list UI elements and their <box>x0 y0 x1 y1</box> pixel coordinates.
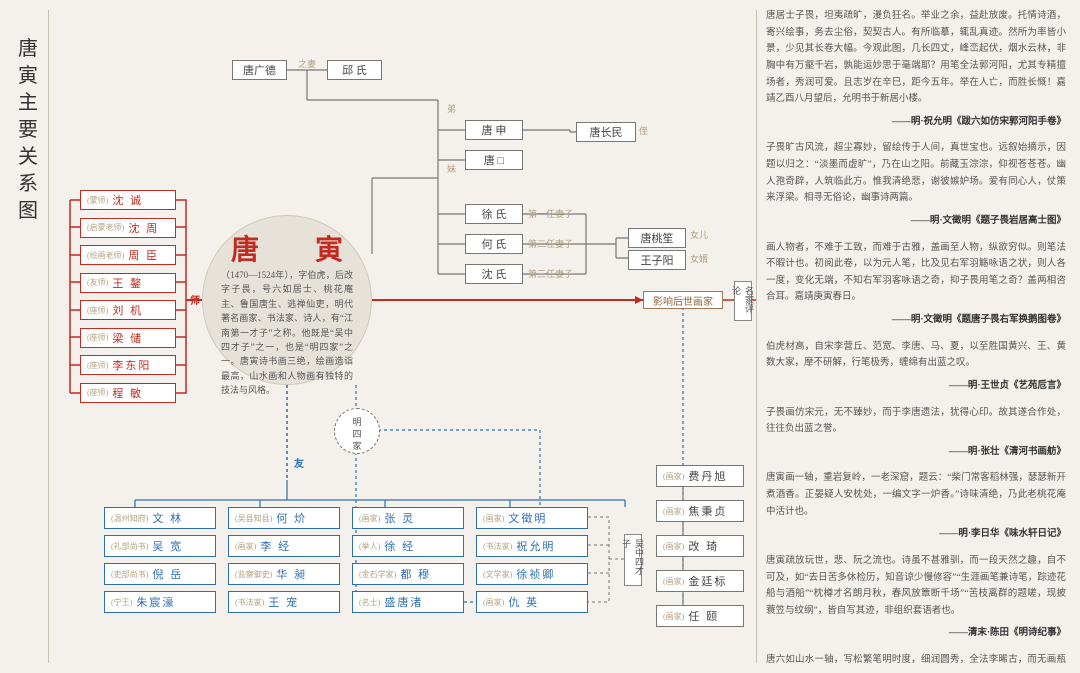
node-teacher: (座师)梁 储 <box>80 328 176 348</box>
tag-wife: 第二任妻子 <box>528 237 573 250</box>
node-friend: (文学家)徐祯卿 <box>476 563 588 585</box>
commentary-signature: ——明·文徵明《题子畏岩居高士图》 <box>766 213 1066 230</box>
node-mother: 邱 氏 <box>327 60 382 80</box>
node-friend: (宁王)朱宸濠 <box>104 591 216 613</box>
node-later-painter: (画家)改 琦 <box>656 535 744 557</box>
commentary-paragraph: 唐六如山水一轴，写松繁笔明时度，细润圆秀，全法李晞古，而无画瓶习气，精谨之至，无… <box>766 652 1066 665</box>
tag-wife: 第一任妻子 <box>528 207 573 220</box>
node-brother: 唐 申 <box>465 120 523 140</box>
tag-wife: 第三任妻子 <box>528 267 573 280</box>
commentary-paragraph: 子畏画仿宋元，无不臻妙，而于李唐遗法，犹得心印。故其遂合作处，往往负出蓝之誉。 <box>766 405 1066 438</box>
commentary-paragraph: 伯虎材高，自宋李营丘、范宽、李唐、马、夏，以至胜国黄兴、王、黄数大家，摩不研解，… <box>766 339 1066 372</box>
rightcol-divider-line <box>756 10 757 663</box>
node-friend: (画家)张 灵 <box>352 507 464 529</box>
node-father: 唐广德 <box>232 60 287 80</box>
node-nephew: 唐长民 <box>576 122 636 142</box>
subject-circle: 唐 寅 （1470—1524年），字伯虎，后改字子畏，号六如居士、桃花庵主、鲁国… <box>202 215 372 385</box>
node-friend: (金石学家)都 穆 <box>352 563 464 585</box>
commentary-paragraph: 画人物者，不难于工致，而难于古雅，盖画至人物，纵欲穷似。则笔法不暇计也。初阅此卷… <box>766 240 1066 307</box>
commentary-signature: ——清末·陈田《明诗纪事》 <box>766 625 1066 642</box>
node-four-talents-label: 吴中四才子 <box>624 534 642 586</box>
tag-father: 之妻 <box>298 57 316 70</box>
node-friend: (书法家)王 宠 <box>228 591 340 613</box>
subject-name: 唐 寅 <box>203 228 371 268</box>
node-friend: (礼部尚书)吴 宽 <box>104 535 216 557</box>
commentary-paragraph: 唐寅画一轴，重岩复岭，一老深窟，题云：“柴门常客稻林强，瑟瑟新开煮酒香。正晏疑人… <box>766 470 1066 520</box>
page-title: 唐寅主要关系图 <box>18 36 40 225</box>
title-divider-line <box>48 10 49 663</box>
node-friend: (吴县知县)何 炌 <box>228 507 340 529</box>
node-friend: (画家)仇 英 <box>476 591 588 613</box>
node-later-painter: (画家)焦秉贞 <box>656 500 744 522</box>
tag-nephew: 侄 <box>639 124 648 137</box>
node-influence: 影响后世画家 <box>643 291 723 309</box>
node-friend: (监察御史)华 昶 <box>228 563 340 585</box>
node-wife: 沈 氏 <box>465 264 523 284</box>
commentary-signature: ——明·张壮《清河书画舫》 <box>766 444 1066 461</box>
node-friend: (名士)盛唐渚 <box>352 591 464 613</box>
node-friend: (画家)文徵明 <box>476 507 588 529</box>
tag: 弟 <box>447 102 456 115</box>
commentary-paragraph: 唐寅疏放玩世，悲、阮之流也。诗虽不甚雅驯，而一段天然之趣，自不可及，如“去日苦多… <box>766 553 1066 620</box>
node-wife: 何 氏 <box>465 234 523 254</box>
commentary-column: 唐居士子畏，坦夷疏旷，漫负狂名。举业之余，益赴放废。托情诗酒，寄兴绘事，务去尘俗… <box>766 8 1066 665</box>
commentary-signature: ——明·文徵明《题唐子畏右军换鹅图卷》 <box>766 312 1066 329</box>
node-friend: (吏部尚书)倪 岳 <box>104 563 216 585</box>
tag: 女婿 <box>690 252 708 265</box>
tag: 女儿 <box>690 228 708 241</box>
node-later-painter: (画家)任 颐 <box>656 605 744 627</box>
node-teacher: (座师)刘 机 <box>80 300 176 320</box>
node-soninlaw: 王子阳 <box>628 250 686 270</box>
node-wife: 徐 氏 <box>465 204 523 224</box>
node-later-painter: (画家)金廷标 <box>656 570 744 592</box>
node-teacher: (蒙师)沈 诚 <box>80 190 176 210</box>
label-friend: 友 <box>294 455 304 470</box>
commentary-paragraph: 子畏旷古风流，超尘寡妙，留绘传于人间，真世宝也。远叙始摘示，因题以归之：“淡墨而… <box>766 140 1066 207</box>
node-sister: 唐 □ <box>465 150 523 170</box>
node-teacher: (座师)李东阳 <box>80 355 176 375</box>
node-later-painter: (画家)费丹旭 <box>656 465 744 487</box>
node-teacher: (绘画老师)周 臣 <box>80 245 176 265</box>
mingsi-circle: 明 四 家 <box>334 408 380 454</box>
node-friend: (温州知府)文 林 <box>104 507 216 529</box>
subject-description: （1470—1524年），字伯虎，后改字子畏，号六如居士、桃花庵主、鲁国唐生、逃… <box>221 268 353 398</box>
label-teacher: 师 <box>190 292 200 307</box>
node-teacher: (座师)程 敏 <box>80 383 176 403</box>
node-friend: (画家)李 经 <box>228 535 340 557</box>
commentary-signature: ——明·祝允明《跋六如仿宋郭河阳手卷》 <box>766 114 1066 131</box>
tag: 妹 <box>447 162 456 175</box>
node-teacher: (友师)王 鏊 <box>80 273 176 293</box>
node-friend: (举人)徐 经 <box>352 535 464 557</box>
mingsi-char: 家 <box>335 439 379 452</box>
node-teacher: (启蒙老师)沈 周 <box>80 218 176 238</box>
commentary-signature: ——明·李日华《味水轩日记》 <box>766 526 1066 543</box>
node-friend: (书法家)祝允明 <box>476 535 588 557</box>
commentary-signature: ——明·王世贞《艺苑卮言》 <box>766 378 1066 395</box>
node-daughter: 唐桃笙 <box>628 228 686 248</box>
node-critics-label: 名家评论 <box>734 281 752 321</box>
commentary-paragraph: 唐居士子畏，坦夷疏旷，漫负狂名。举业之余，益赴放废。托情诗酒，寄兴绘事，务去尘俗… <box>766 8 1066 108</box>
